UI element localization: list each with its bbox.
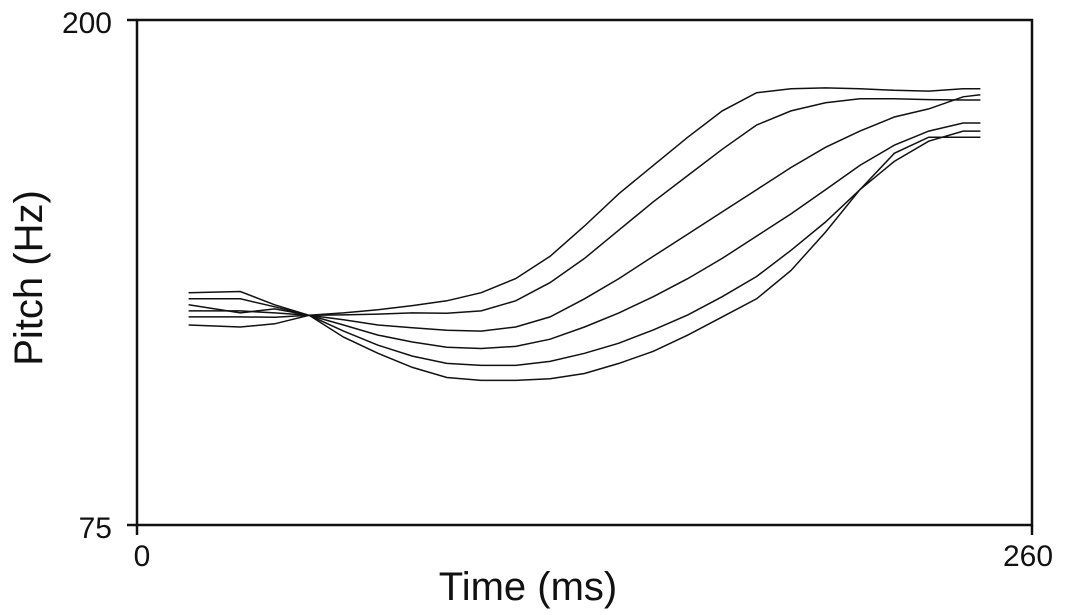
series-line-3 <box>188 93 981 332</box>
x-tick-label-min: 0 <box>134 540 151 573</box>
series-line-2 <box>188 98 981 317</box>
series-line-4 <box>188 122 981 350</box>
x-axis-title: Time (ms) <box>439 565 617 609</box>
series-line-6 <box>188 136 981 382</box>
series-line-5 <box>188 130 981 367</box>
series-lines <box>188 87 981 382</box>
x-tick-label-max: 260 <box>1003 540 1053 573</box>
axis-frame <box>135 18 1034 527</box>
tick-marks <box>127 18 1034 535</box>
y-tick-label-min: 75 <box>79 512 112 545</box>
series-line-1 <box>188 87 981 317</box>
y-axis-title: Pitch (Hz) <box>7 190 51 366</box>
y-tick-label-max: 200 <box>62 7 112 40</box>
